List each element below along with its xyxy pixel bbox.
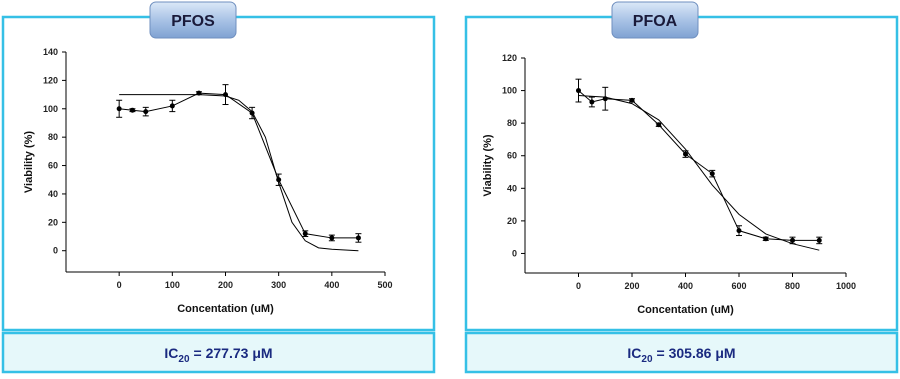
x-tick-label: 200 [218,280,233,290]
data-point [656,122,662,128]
data-point [129,107,135,113]
y-tick-label: 100 [502,86,517,96]
x-tick-label: 800 [785,281,800,291]
data-point [302,231,308,237]
data-point [143,109,149,115]
chart-title: PFOA [633,13,678,30]
panel-frame [1,15,436,332]
fit-curve [578,94,820,251]
data-point [709,171,715,177]
ic-value: = 277.73 μM [194,345,273,361]
y-tick-label: 80 [507,118,517,128]
x-tick-label: 400 [678,281,693,291]
y-tick-label: 100 [43,104,58,114]
y-tick-label: 60 [507,151,517,161]
x-tick-label: 300 [271,280,286,290]
title-tab [149,1,237,39]
ic-subscript: 20 [178,354,190,365]
ic-subscript: 20 [641,354,653,365]
data-point [790,237,795,243]
x-tick-label: 100 [165,280,180,290]
x-tick-label: 600 [731,281,746,291]
data-point [223,92,228,98]
data-point [589,99,595,105]
ic-prefix: IC [627,345,641,361]
data-point [816,237,822,243]
title-tab [611,1,699,39]
data-point [629,97,635,103]
panel-frame [464,15,899,332]
x-axis-label: Concentation (uM) [637,304,734,316]
x-tick-label: 0 [117,280,122,290]
data-point [683,151,688,157]
ic-result: IC20 = 305.86 μM [627,345,735,365]
data-point [249,110,255,116]
data-point [576,88,581,94]
x-tick-label: 400 [324,280,339,290]
y-tick-label: 20 [507,216,517,226]
ic-prefix: IC [164,345,178,361]
fit-curve [119,94,359,252]
data-point [196,90,202,96]
y-axis-label: Viability (%) [23,131,35,193]
y-tick-label: 0 [512,248,517,258]
x-tick-label: 500 [377,280,392,290]
y-tick-label: 0 [53,246,58,256]
y-tick-label: 120 [502,53,517,63]
ic-result: IC20 = 277.73 μM [164,345,272,365]
data-point [329,235,335,241]
x-axis-label: Concentation (uM) [177,303,274,315]
data-point [355,235,361,241]
data-point [169,103,175,109]
x-tick-label: 1000 [836,281,856,291]
y-tick-label: 80 [48,132,58,142]
y-tick-label: 60 [48,161,58,171]
y-tick-label: 120 [43,75,58,85]
y-tick-label: 40 [507,183,517,193]
result-box [1,331,436,374]
data-point [602,96,608,102]
y-tick-label: 140 [43,47,58,57]
data-point [116,106,122,112]
chart-title: PFOS [171,13,215,30]
data-point [276,177,282,183]
y-tick-label: 40 [48,189,58,199]
data-point [763,236,769,242]
result-box [464,331,899,374]
y-tick-label: 20 [48,217,58,227]
ic-value: = 305.86 μM [657,345,736,361]
y-axis-label: Viability (%) [482,134,494,196]
data-point [736,228,742,234]
x-tick-label: 200 [624,281,639,291]
x-tick-label: 0 [576,281,581,291]
